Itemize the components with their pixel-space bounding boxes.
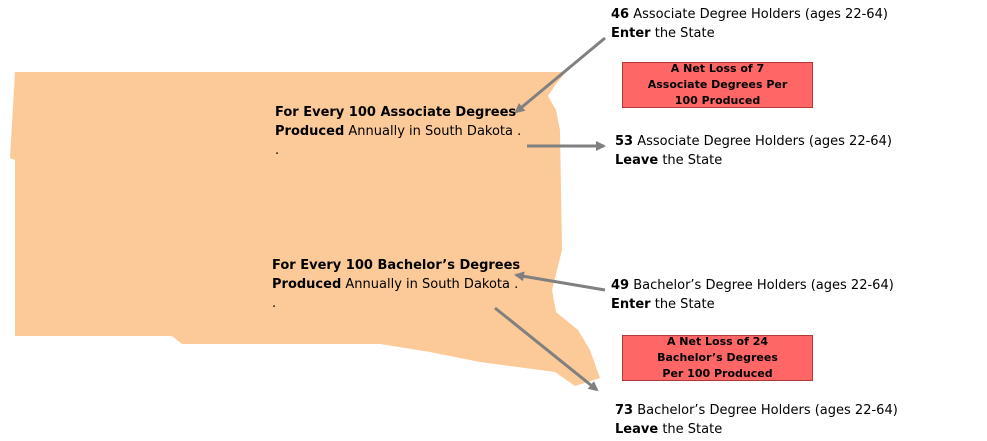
intro-rest: Annually in South Dakota . . — [272, 277, 519, 311]
rest: the State — [662, 153, 723, 168]
action: Leave — [615, 422, 659, 437]
label: Associate Degree Holders (ages 22-64) — [637, 134, 892, 149]
arrow — [494, 306, 599, 392]
bachelor-intro: For Every 100 Bachelor’s Degrees Produce… — [272, 256, 522, 313]
intro-rest: Annually in South Dakota . . — [275, 124, 522, 158]
action: Leave — [615, 153, 659, 168]
arrow — [514, 36, 606, 114]
net-loss-box: A Net Loss of 24 Bachelor’s Degrees Per … — [622, 335, 813, 381]
rest: the State — [654, 297, 715, 312]
state-shape — [10, 72, 600, 386]
count: 49 — [611, 278, 630, 293]
bachelor-enter: 49 Bachelor’s Degree Holders (ages 22-64… — [611, 276, 894, 314]
rest: the State — [662, 422, 723, 437]
rest: the State — [654, 26, 715, 41]
label: Bachelor’s Degree Holders (ages 22-64) — [633, 278, 894, 293]
count: 53 — [615, 134, 634, 149]
associate-leave: 53 Associate Degree Holders (ages 22-64)… — [615, 132, 892, 170]
associate-intro: For Every 100 Associate Degrees Produced… — [275, 103, 525, 160]
count: 46 — [611, 7, 630, 22]
arrow — [514, 271, 606, 292]
label: Associate Degree Holders (ages 22-64) — [633, 7, 888, 22]
associate-enter: 46 Associate Degree Holders (ages 22-64)… — [611, 5, 888, 43]
intro-bold: For Every 100 Bachelor’s Degrees Produce… — [272, 258, 521, 292]
intro-bold: For Every 100 Associate Degrees Produced — [275, 105, 517, 139]
action: Enter — [611, 26, 651, 41]
net-loss-box: A Net Loss of 7 Associate Degrees Per 10… — [622, 62, 813, 108]
bachelor-leave: 73 Bachelor’s Degree Holders (ages 22-64… — [615, 401, 898, 439]
label: Bachelor’s Degree Holders (ages 22-64) — [637, 403, 898, 418]
action: Enter — [611, 297, 651, 312]
count: 73 — [615, 403, 634, 418]
